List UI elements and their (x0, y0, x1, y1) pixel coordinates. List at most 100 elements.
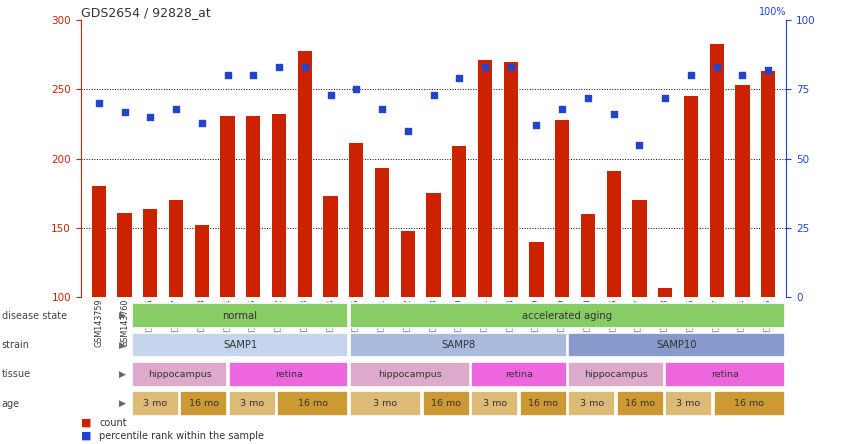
Bar (519, 391, 567, 416)
Point (298, 63, 312, 71)
Bar (143, 209, 157, 297)
Point (195, 119, 208, 126)
Text: hippocampus: hippocampus (148, 370, 212, 379)
Text: 3 mo: 3 mo (241, 399, 264, 408)
Bar (504, 62, 518, 297)
Bar (632, 200, 647, 297)
Bar (471, 362, 567, 387)
Point (530, 122, 543, 129)
Point (375, 105, 388, 112)
Point (427, 91, 440, 99)
Text: ▶: ▶ (119, 399, 126, 408)
Point (684, 72, 698, 79)
Text: strain: strain (2, 340, 30, 350)
Bar (761, 71, 775, 297)
Bar (350, 362, 470, 387)
Bar (324, 196, 337, 297)
Text: normal: normal (223, 311, 258, 321)
Text: 3 mo: 3 mo (483, 399, 507, 408)
Text: ■: ■ (81, 431, 91, 440)
Text: 100%: 100% (759, 7, 786, 17)
Bar (658, 288, 672, 297)
Bar (132, 333, 348, 357)
Text: 16 mo: 16 mo (431, 399, 462, 408)
Text: percentile rank within the sample: percentile rank within the sample (99, 431, 264, 440)
Text: 16 mo: 16 mo (298, 399, 328, 408)
Text: ■: ■ (81, 418, 91, 428)
Point (324, 91, 337, 99)
Point (504, 63, 518, 71)
Text: disease state: disease state (2, 311, 67, 321)
Bar (735, 85, 750, 297)
Point (401, 127, 415, 135)
Bar (713, 391, 785, 416)
Point (710, 63, 723, 71)
Point (632, 141, 646, 148)
Point (169, 105, 183, 112)
Point (555, 105, 569, 112)
Bar (350, 391, 422, 416)
Bar (350, 333, 567, 357)
Bar (607, 171, 620, 297)
Point (452, 75, 466, 82)
Bar (400, 231, 415, 297)
Text: hippocampus: hippocampus (378, 370, 442, 379)
Text: accelerated aging: accelerated aging (522, 311, 612, 321)
Text: SAMP10: SAMP10 (656, 340, 697, 350)
Text: SAMP1: SAMP1 (223, 340, 258, 350)
Point (762, 66, 775, 73)
Point (607, 111, 620, 118)
Bar (478, 60, 492, 297)
Bar (427, 194, 440, 297)
Bar (180, 391, 227, 416)
Point (659, 94, 672, 101)
Bar (684, 96, 698, 297)
Text: count: count (99, 418, 127, 428)
Bar (710, 44, 724, 297)
Text: 3 mo: 3 mo (373, 399, 398, 408)
Text: age: age (2, 399, 20, 408)
Text: hippocampus: hippocampus (584, 370, 648, 379)
Bar (132, 362, 227, 387)
Bar (555, 120, 570, 297)
Text: 16 mo: 16 mo (625, 399, 655, 408)
Text: tissue: tissue (2, 369, 31, 379)
Bar (229, 391, 275, 416)
Bar (422, 391, 470, 416)
Text: ▶: ▶ (119, 341, 126, 349)
Text: 16 mo: 16 mo (189, 399, 218, 408)
Bar (616, 391, 664, 416)
Bar (220, 116, 235, 297)
Point (221, 72, 235, 79)
Text: 16 mo: 16 mo (734, 399, 764, 408)
Text: 16 mo: 16 mo (528, 399, 558, 408)
Point (92, 99, 105, 107)
Text: retina: retina (505, 370, 533, 379)
Point (581, 94, 595, 101)
Bar (471, 391, 518, 416)
Bar (169, 200, 183, 297)
Text: ▶: ▶ (119, 370, 126, 379)
Bar (92, 186, 106, 297)
Text: retina: retina (275, 370, 303, 379)
Point (272, 63, 286, 71)
Point (349, 86, 363, 93)
Text: 3 mo: 3 mo (580, 399, 604, 408)
Point (144, 114, 157, 121)
Bar (132, 391, 178, 416)
Text: SAMP8: SAMP8 (441, 340, 475, 350)
Bar (117, 213, 132, 297)
Bar (665, 391, 712, 416)
Bar (568, 333, 785, 357)
Bar (132, 303, 348, 328)
Bar (665, 362, 785, 387)
Bar (375, 168, 389, 297)
Bar (350, 303, 785, 328)
Bar (568, 362, 664, 387)
Bar (229, 362, 348, 387)
Point (736, 72, 750, 79)
Text: 3 mo: 3 mo (143, 399, 167, 408)
Text: retina: retina (711, 370, 739, 379)
Bar (272, 114, 286, 297)
Bar (452, 146, 467, 297)
